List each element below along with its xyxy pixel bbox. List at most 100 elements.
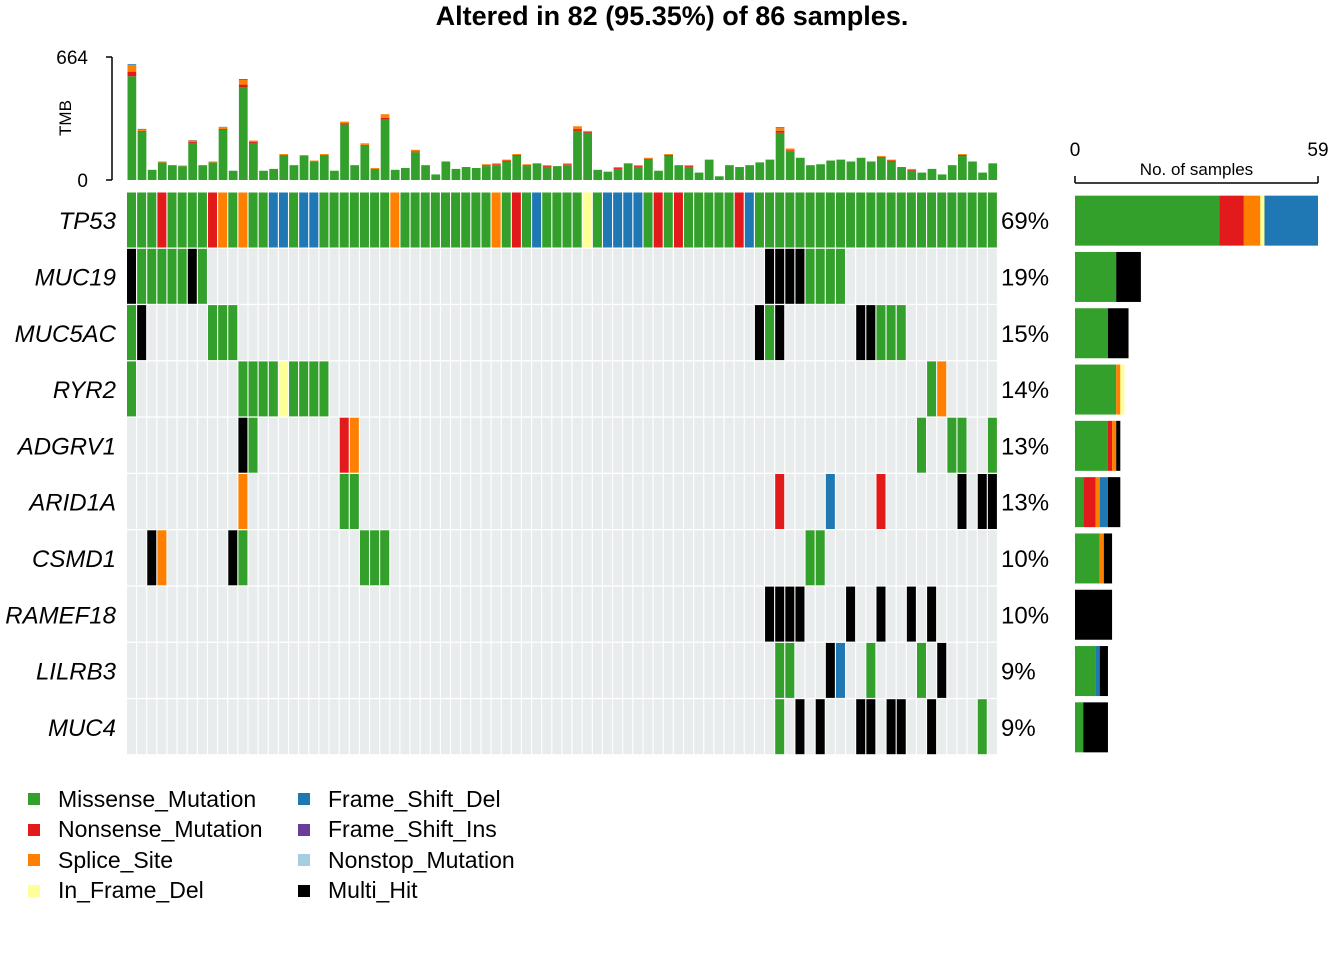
oncoplot-cell (835, 192, 845, 248)
oncoplot-cell-empty (268, 586, 278, 642)
tmb-bar-segment (573, 126, 582, 130)
oncoplot-cell-empty (967, 361, 977, 417)
oncoplot-cell-empty (724, 699, 734, 755)
oncoplot-cell-empty (927, 305, 937, 361)
oncoplot-cell-empty (177, 474, 187, 529)
oncoplot-cell (775, 642, 785, 698)
tmb-bar-segment (360, 143, 370, 145)
oncoplot-cell (947, 417, 957, 473)
legend-item: Missense_Mutation (28, 786, 256, 812)
oncoplot-cell-empty (258, 248, 268, 304)
oncoplot-cell (127, 192, 137, 248)
oncoplot-cell-empty (977, 417, 987, 473)
oncoplot-cell (886, 305, 896, 361)
oncoplot-cell-empty (987, 361, 997, 417)
oncoplot-cell (289, 361, 299, 417)
oncoplot-cell-empty (451, 305, 461, 361)
oncoplot-cell-empty (916, 586, 927, 642)
tmb-bar-segment (218, 127, 228, 130)
oncoplot-cell (815, 192, 825, 248)
oncoplot-cell-empty (633, 586, 643, 642)
oncoplot-cell-empty (957, 361, 967, 417)
oncoplot-cell (866, 305, 876, 361)
oncoplot-cell-empty (623, 474, 633, 529)
tmb-bar-segment (390, 169, 400, 180)
oncoplot-cell (846, 192, 856, 248)
oncoplot-cell-empty (744, 361, 754, 417)
oncoplot-cell-empty (825, 586, 835, 642)
oncoplot-cell (775, 192, 785, 248)
oncoplot-cell-empty (319, 642, 329, 698)
oncoplot-cell-empty (633, 699, 643, 755)
oncoplot-cell-empty (349, 586, 359, 642)
oncoplot-cell-empty (258, 305, 268, 361)
oncoplot-cell-empty (694, 474, 704, 529)
oncoplot-cell-empty (309, 417, 319, 473)
oncoplot-cell (278, 192, 288, 248)
tmb-bar-segment (876, 157, 886, 180)
oncoplot-cell-empty (380, 699, 390, 755)
oncoplot-cell-empty (673, 530, 683, 586)
oncoplot-cell (825, 248, 835, 304)
oncoplot-cell-empty (653, 417, 663, 473)
oncoplot-cell-empty (623, 586, 633, 642)
samples-bar-segment (1260, 195, 1265, 246)
gene-label: MUC19 (35, 264, 116, 291)
tmb-bar-segment (613, 167, 623, 168)
oncoplot-cell-empty (440, 586, 450, 642)
tmb-bar-segment (613, 168, 623, 180)
oncoplot-cell-empty (451, 699, 461, 755)
oncoplot-cell-empty (906, 417, 916, 473)
oncoplot-cell (238, 417, 248, 473)
oncoplot-cell-empty (765, 642, 775, 698)
oncoplot-cell-empty (532, 474, 542, 529)
oncoplot-cell-empty (461, 530, 471, 586)
oncoplot-cell-empty (400, 305, 410, 361)
oncoplot-cell-empty (977, 305, 987, 361)
oncoplot-cell-empty (390, 699, 400, 755)
oncoplot-cell-empty (987, 642, 997, 698)
oncoplot-cell-empty (775, 361, 785, 417)
oncoplot-cell (349, 417, 359, 473)
oncoplot-cell-empty (430, 305, 440, 361)
oncoplot-cell-empty (177, 530, 187, 586)
oncoplot-cell (906, 586, 916, 642)
tmb-bar-segment (816, 164, 825, 180)
oncoplot-cell-empty (714, 361, 724, 417)
samples-bar-segment (1095, 646, 1100, 697)
oncoplot-cell-empty (967, 699, 977, 755)
oncoplot-cell-empty (481, 305, 491, 361)
oncoplot-cell-empty (400, 248, 410, 304)
oncoplot-cell-empty (977, 248, 987, 304)
oncoplot-cell-empty (673, 586, 683, 642)
oncoplot-cell-empty (430, 417, 440, 473)
oncoplot-cell-empty (339, 642, 349, 698)
oncoplot-cell-empty (228, 474, 238, 529)
oncoplot-cell-empty (765, 474, 775, 529)
oncoplot-cell (835, 248, 845, 304)
legend-item: Frame_Shift_Ins (298, 816, 497, 843)
oncoplot-cell-empty (663, 417, 673, 473)
oncoplot-cell-empty (461, 305, 471, 361)
oncoplot-cell-empty (370, 586, 380, 642)
oncoplot-cell-empty (684, 642, 694, 698)
tmb-bar-segment (238, 87, 248, 180)
oncoplot-cell (349, 192, 359, 248)
oncoplot-cell-empty (289, 417, 299, 473)
oncoplot-cell-empty (582, 248, 592, 304)
oncoplot-cell-empty (562, 474, 572, 529)
oncoplot-cell-empty (613, 530, 623, 586)
oncoplot-cell-empty (663, 642, 673, 698)
oncoplot-cell-empty (765, 530, 775, 586)
oncoplot-cell-empty (532, 699, 542, 755)
oncoplot-cell-empty (187, 305, 197, 361)
oncoplot-cell-empty (127, 586, 137, 642)
oncoplot-cell-empty (977, 361, 987, 417)
oncoplot-cell-empty (167, 417, 177, 473)
oncoplot-cell (795, 699, 805, 755)
oncoplot-cell-empty (653, 642, 663, 698)
oncoplot-cell-empty (329, 248, 339, 304)
oncoplot-cell-empty (278, 305, 288, 361)
oncoplot-cell-empty (440, 642, 450, 698)
oncoplot-cell-empty (481, 530, 491, 586)
